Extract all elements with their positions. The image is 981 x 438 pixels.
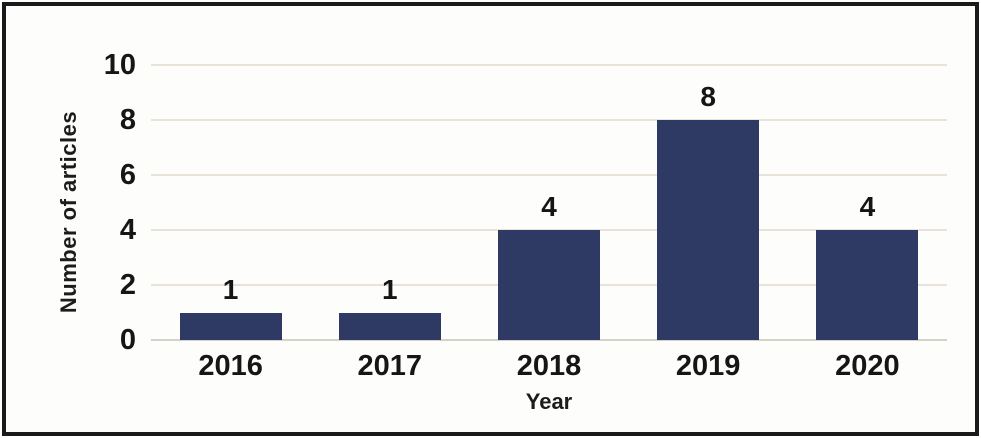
bar-2019 bbox=[657, 120, 760, 340]
bar-2016 bbox=[179, 312, 282, 340]
x-tick-label: 2016 bbox=[198, 350, 263, 382]
plot-area: 1 1 4 8 4 bbox=[151, 64, 947, 341]
x-tick-label: 2019 bbox=[675, 350, 741, 382]
x-tick-label: 2020 bbox=[835, 350, 900, 382]
bar-value-label: 4 bbox=[541, 191, 557, 222]
x-tick-label: 2018 bbox=[516, 350, 582, 382]
x-tick-label: 2017 bbox=[357, 350, 423, 382]
gridline-y-0 bbox=[151, 339, 947, 341]
bar-2020 bbox=[816, 230, 919, 340]
bar-2018 bbox=[498, 230, 600, 340]
bar-value-label: 1 bbox=[222, 273, 239, 305]
y-tick-label: 4 bbox=[119, 214, 136, 246]
x-axis-title: Year bbox=[525, 389, 573, 414]
gridline-y-8 bbox=[151, 119, 947, 121]
y-tick-label: 6 bbox=[119, 159, 136, 191]
bar-value-label: 1 bbox=[381, 273, 398, 305]
y-tick-label: 0 bbox=[119, 324, 136, 356]
bar-value-label: 8 bbox=[700, 81, 716, 112]
y-tick-label: 8 bbox=[119, 104, 136, 136]
bar-2017 bbox=[338, 312, 441, 340]
gridline-y-10 bbox=[151, 64, 947, 66]
gridline-y-6 bbox=[151, 174, 947, 176]
y-tick-label: 2 bbox=[119, 269, 136, 301]
bar-value-label: 4 bbox=[859, 191, 876, 222]
y-tick-label: 10 bbox=[103, 49, 136, 81]
